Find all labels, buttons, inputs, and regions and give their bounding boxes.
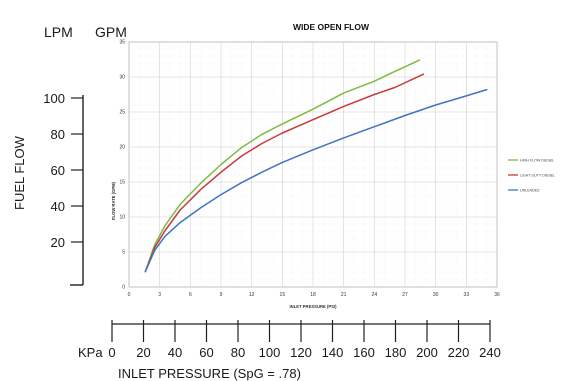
x-tick-label: 24 [372,292,378,298]
x-tick-label: 27 [402,292,408,298]
legend-label: LIGHT DUTY DIESEL [520,173,555,177]
x-tick-label: 9 [220,292,223,298]
series-line [144,88,488,273]
legend-label: HIGH FLOW DIESEL [520,158,554,162]
kpa-label: KPa [78,345,103,360]
gpm-header: GPM [95,24,127,40]
x-tick-label: 18 [310,292,316,298]
series-line [144,73,425,273]
legend-label: UNLEADED [520,188,540,192]
kpa-tick-label: 200 [416,345,438,360]
chart-marks: 0 3 6 9 12 15 18 21 24 27 30 33 3605101520253035HIGH… [43,40,555,360]
kpa-tick-label: 20 [136,345,150,360]
lpm-tick-label: 80 [51,127,65,142]
x-tick-label: 36 [494,292,500,298]
y-tick-label: 35 [119,40,125,46]
kpa-tick-label: 160 [353,345,375,360]
y-tick-label: 5 [122,250,125,256]
kpa-tick-label: 100 [259,345,281,360]
kpa-tick-label: 80 [231,345,245,360]
series-line [144,59,421,273]
chart-title: WIDE OPEN FLOW [293,22,370,32]
lpm-header: LPM [44,24,73,40]
kpa-tick-label: 60 [199,345,213,360]
lpm-tick-label: 100 [43,91,65,106]
y-axis-title: FLOW RATE (GPM) [111,181,116,220]
kpa-tick-label: 0 [108,345,115,360]
kpa-tick-label: 240 [479,345,501,360]
x-tick-label: 15 [280,292,286,298]
lpm-tick-label: 20 [51,235,65,250]
y-tick-label: 20 [119,145,125,151]
y-tick-label: 30 [119,75,125,81]
kpa-tick-label: 180 [385,345,407,360]
y-tick-label: 25 [119,110,125,116]
kpa-tick-label: 40 [168,345,182,360]
x-tick-label: 21 [341,292,347,298]
fuel-flow-label: FUEL FLOW [12,135,27,210]
x-tick-label: 33 [464,292,470,298]
x-tick-label: 0 [128,292,131,298]
y-tick-label: 15 [119,180,125,186]
y-tick-label: 0 [122,285,125,291]
y-tick-label: 10 [119,215,125,221]
x-tick-label: 3 [158,292,161,298]
inlet-pressure-label: INLET PRESSURE (SpG = .78) [118,366,301,381]
kpa-tick-label: 120 [290,345,312,360]
x-tick-label: 12 [249,292,255,298]
x-tick-label: 6 [189,292,192,298]
kpa-tick-label: 220 [448,345,470,360]
lpm-tick-label: 60 [51,163,65,178]
kpa-tick-label: 140 [322,345,344,360]
x-tick-label: 30 [433,292,439,298]
lpm-tick-label: 40 [51,199,65,214]
x-axis-title: INLET PRESSURE (PSI) [290,304,338,309]
